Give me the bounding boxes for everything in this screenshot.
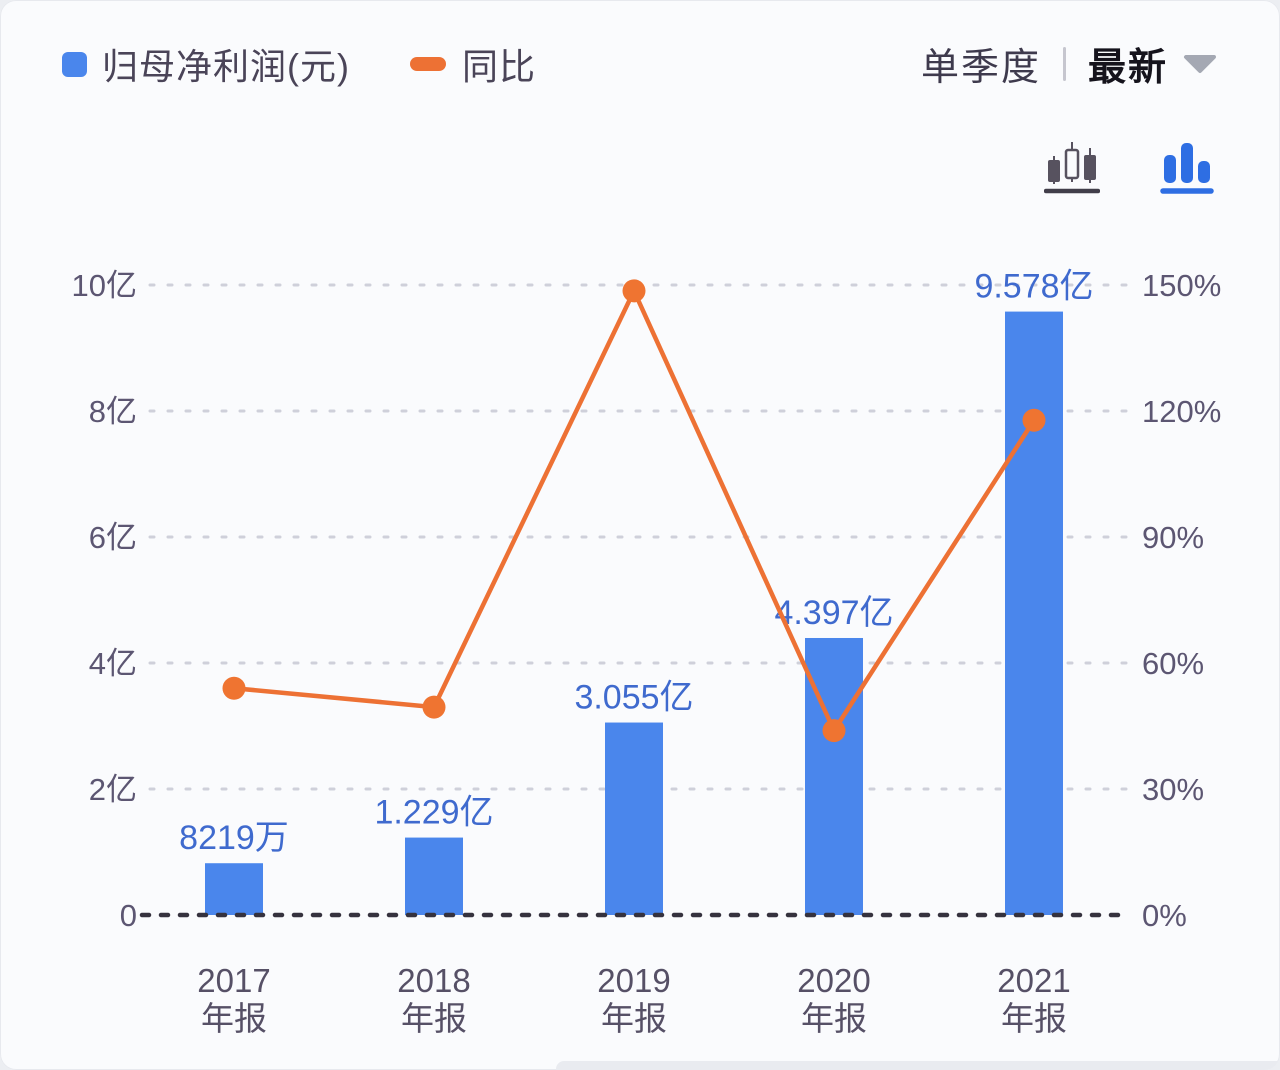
legend-item-net-profit[interactable]: 归母净利润(元) bbox=[62, 38, 350, 90]
chart-view-toggles bbox=[984, 128, 1214, 201]
left-axis-tick: 8亿 bbox=[89, 394, 137, 429]
yoy-point-2019[interactable] bbox=[622, 279, 646, 303]
left-axis-tick: 2亿 bbox=[89, 772, 137, 807]
bar-value-label: 4.397亿 bbox=[774, 594, 893, 632]
yoy-point-2018[interactable] bbox=[422, 695, 446, 719]
left-axis-tick: 4亿 bbox=[89, 646, 137, 681]
chevron-down-icon bbox=[1184, 54, 1216, 73]
period-controls: 单季度 最新 bbox=[921, 36, 1218, 91]
bottom-panel-edge bbox=[556, 1061, 1280, 1070]
x-axis-label-2021: 2021 年报 bbox=[997, 962, 1070, 1037]
bar-chart-icon bbox=[1160, 143, 1214, 194]
left-axis-tick: 0 bbox=[120, 898, 137, 933]
bar-value-label: 8219万 bbox=[179, 819, 289, 857]
yoy-point-2017[interactable] bbox=[222, 676, 246, 700]
bar-value-label: 1.229亿 bbox=[374, 794, 493, 832]
bar-2021[interactable] bbox=[1005, 311, 1063, 915]
latest-label: 最新 bbox=[1087, 47, 1168, 89]
right-axis-tick: 0% bbox=[1142, 898, 1187, 933]
right-axis-tick: 120% bbox=[1142, 394, 1221, 429]
right-axis-tick: 90% bbox=[1142, 520, 1204, 555]
legend-item-yoy[interactable]: 同比 bbox=[409, 38, 536, 90]
candlestick-chart-icon bbox=[1043, 142, 1101, 194]
bar-2018[interactable] bbox=[405, 837, 463, 915]
right-axis-tick: 150% bbox=[1142, 268, 1221, 303]
bar-2017[interactable] bbox=[205, 863, 263, 915]
latest-dropdown[interactable]: 最新 bbox=[1088, 36, 1218, 91]
right-axis-tick: 30% bbox=[1142, 772, 1204, 807]
bar-value-label: 9.578亿 bbox=[974, 268, 1093, 306]
x-axis-label-2017: 2017 年报 bbox=[197, 962, 270, 1037]
x-axis-label-2018: 2018 年报 bbox=[397, 962, 470, 1037]
legend-label-yoy: 同比 bbox=[461, 46, 536, 87]
yoy-point-2021[interactable] bbox=[1022, 408, 1046, 432]
legend-label-net-profit: 归母净利润(元) bbox=[102, 46, 350, 87]
bar-value-label: 3.055亿 bbox=[574, 679, 693, 717]
bar-view-button[interactable] bbox=[1160, 128, 1214, 201]
line-series-swatch-icon bbox=[409, 57, 446, 71]
x-axis-label-2020: 2020 年报 bbox=[797, 962, 870, 1037]
left-axis-tick: 6亿 bbox=[89, 520, 137, 555]
yoy-line bbox=[233, 288, 1036, 733]
right-axis-tick: 60% bbox=[1142, 646, 1204, 681]
controls-divider bbox=[1062, 46, 1066, 81]
bar-series-swatch-icon bbox=[62, 51, 87, 77]
period-quarterly-button[interactable]: 单季度 bbox=[920, 47, 1041, 89]
bar-2020[interactable] bbox=[805, 637, 863, 915]
x-axis-label-2019: 2019 年报 bbox=[597, 962, 670, 1037]
chart-legend: 归母净利润(元) 同比 bbox=[62, 38, 536, 90]
bar-2019[interactable] bbox=[605, 722, 663, 915]
candlestick-view-button[interactable] bbox=[1043, 128, 1101, 201]
left-axis-tick: 10亿 bbox=[72, 268, 137, 303]
yoy-point-2020[interactable] bbox=[822, 719, 846, 743]
